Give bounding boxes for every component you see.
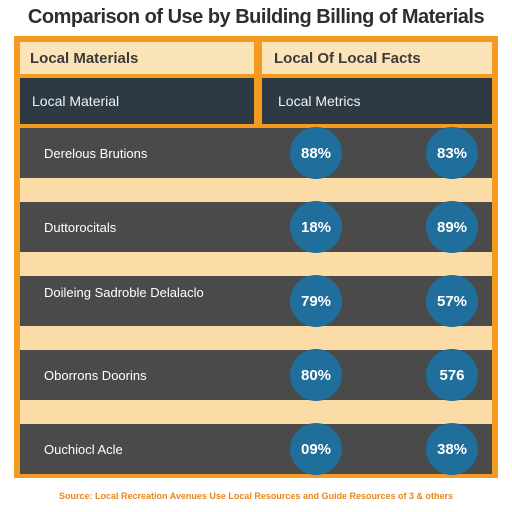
subheader-right: Local Metrics (262, 78, 492, 124)
value-bubble-left: 79% (290, 275, 342, 327)
row-stripe (20, 178, 492, 202)
subheader-left: Local Material (20, 78, 254, 124)
table-row (20, 202, 492, 252)
value-bubble-left: 18% (290, 201, 342, 253)
chart-title: Comparison of Use by Building Billing of… (27, 5, 485, 28)
table-row (20, 350, 492, 400)
column-header-left: Local Materials (20, 42, 254, 74)
row-label: Derelous Brutions (44, 145, 148, 161)
table-row (20, 424, 492, 474)
row-stripe (20, 252, 492, 276)
value-bubble-left: 09% (290, 423, 342, 475)
column-header-right: Local Of Local Facts (262, 42, 492, 74)
value-bubble-right: 57% (426, 275, 478, 327)
value-bubble-right: 38% (426, 423, 478, 475)
row-label: Oborrons Doorins (44, 367, 147, 383)
row-stripe (20, 400, 492, 424)
value-bubble-right: 83% (426, 127, 478, 179)
row-label: Doileing Sadroble Delalaclo (44, 285, 204, 300)
value-bubble-left: 80% (290, 349, 342, 401)
row-stripe (20, 326, 492, 350)
value-bubble-right: 576 (426, 349, 478, 401)
table-row (20, 128, 492, 178)
table-row (20, 276, 492, 326)
value-bubble-left: 88% (290, 127, 342, 179)
chart-footer: Source: Local Recreation Avenues Use Loc… (0, 480, 512, 512)
value-bubble-right: 89% (426, 201, 478, 253)
row-label: Ouchiocl Acle (44, 441, 123, 457)
row-label: Duttorocitals (44, 219, 117, 235)
